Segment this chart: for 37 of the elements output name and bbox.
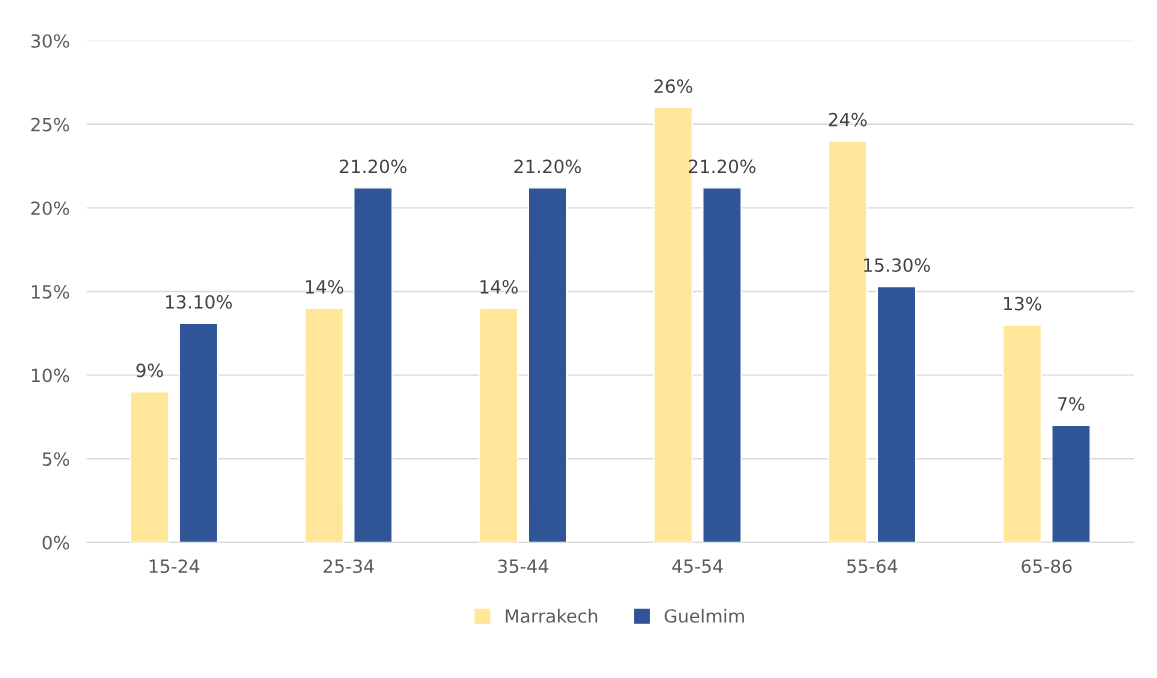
data-label: 21.20% (688, 159, 756, 174)
bar (304, 307, 345, 543)
y-tick-label: 30% (31, 34, 70, 48)
bar (129, 391, 170, 543)
data-label: 26% (654, 79, 693, 93)
data-label: 9% (136, 363, 163, 378)
x-tick-label: 65-86 (1021, 559, 1072, 574)
data-label: 13.10% (166, 295, 232, 309)
bar (527, 187, 568, 543)
data-label: 13% (1004, 296, 1042, 311)
bar (478, 307, 519, 543)
data-label: 21.20% (514, 159, 581, 174)
y-tick-label: 15% (31, 285, 70, 299)
y-tick-label: 10% (31, 368, 70, 383)
x-tick-label: 25-34 (323, 559, 374, 574)
legend-label: Marrakech (505, 608, 598, 623)
x-tick-label: 15-24 (149, 559, 200, 574)
data-label: 15.30% (864, 258, 930, 272)
data-label: 21.20% (339, 159, 407, 174)
x-tick-label: 45-54 (672, 559, 723, 574)
bar (702, 187, 742, 543)
y-tick-label: 20% (31, 201, 70, 216)
data-label: 14% (480, 280, 518, 294)
x-tick-label: 55-64 (847, 559, 898, 574)
y-tick-label: 25% (31, 117, 70, 132)
bar (1051, 424, 1091, 543)
data-label: 14% (306, 280, 344, 294)
x-tick-label: 35-44 (498, 559, 549, 574)
data-label: 7% (1058, 397, 1085, 411)
bar (178, 322, 219, 543)
legend-label: Guelmim (664, 608, 744, 623)
y-tick-label: 0% (42, 535, 70, 550)
y-tick-label: 5% (42, 452, 70, 466)
bar (1002, 324, 1043, 543)
bar (876, 285, 917, 543)
data-label: 24% (828, 112, 867, 127)
bar (353, 187, 393, 543)
